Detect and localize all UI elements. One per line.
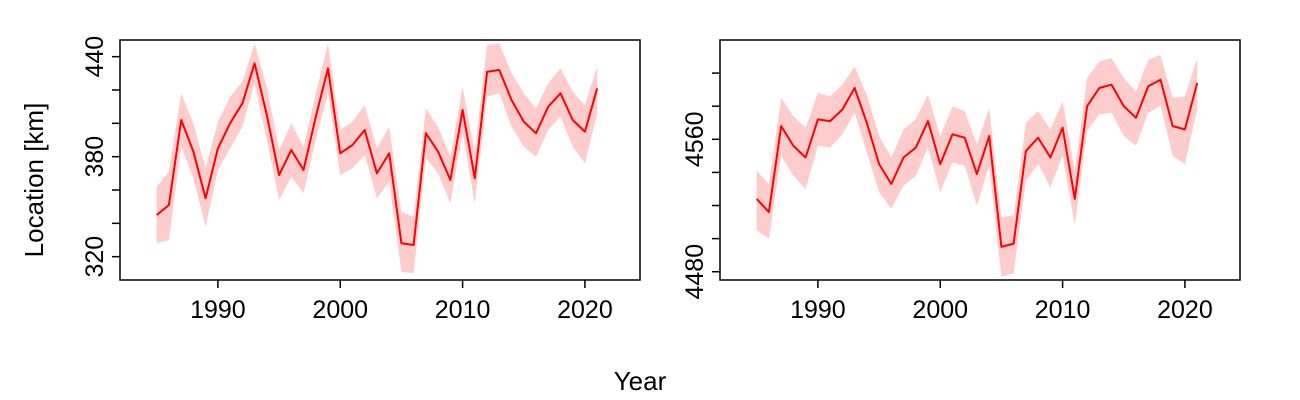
x-tick-label: 1990 bbox=[190, 296, 246, 324]
x-tick-label: 2020 bbox=[557, 296, 613, 324]
x-tick-label: 2010 bbox=[435, 296, 491, 324]
x-tick-label: 2010 bbox=[1035, 296, 1091, 324]
y-tick-label: 4560 bbox=[681, 111, 709, 167]
y-tick-label: 320 bbox=[81, 236, 109, 278]
y-tick-label: 380 bbox=[81, 136, 109, 178]
x-tick-label: 2020 bbox=[1157, 296, 1213, 324]
plot-frame bbox=[119, 39, 641, 281]
x-tick-label: 2000 bbox=[912, 296, 968, 324]
y-tick-label: 440 bbox=[81, 36, 109, 78]
y-axis-title: Location [km] bbox=[19, 103, 49, 258]
x-axis-title: Year bbox=[614, 366, 667, 396]
right-panel: 1990 2000 2010 2020 4480 4560 bbox=[681, 39, 1241, 324]
x-tick-label: 2000 bbox=[312, 296, 368, 324]
confidence-band bbox=[156, 43, 598, 274]
left-panel: 1990 2000 2010 2020 320 380 440 bbox=[81, 36, 641, 324]
confidence-band bbox=[756, 54, 1198, 277]
plot-frame bbox=[719, 39, 1241, 281]
x-tick-label: 1990 bbox=[790, 296, 846, 324]
y-tick-label: 4480 bbox=[681, 244, 709, 300]
